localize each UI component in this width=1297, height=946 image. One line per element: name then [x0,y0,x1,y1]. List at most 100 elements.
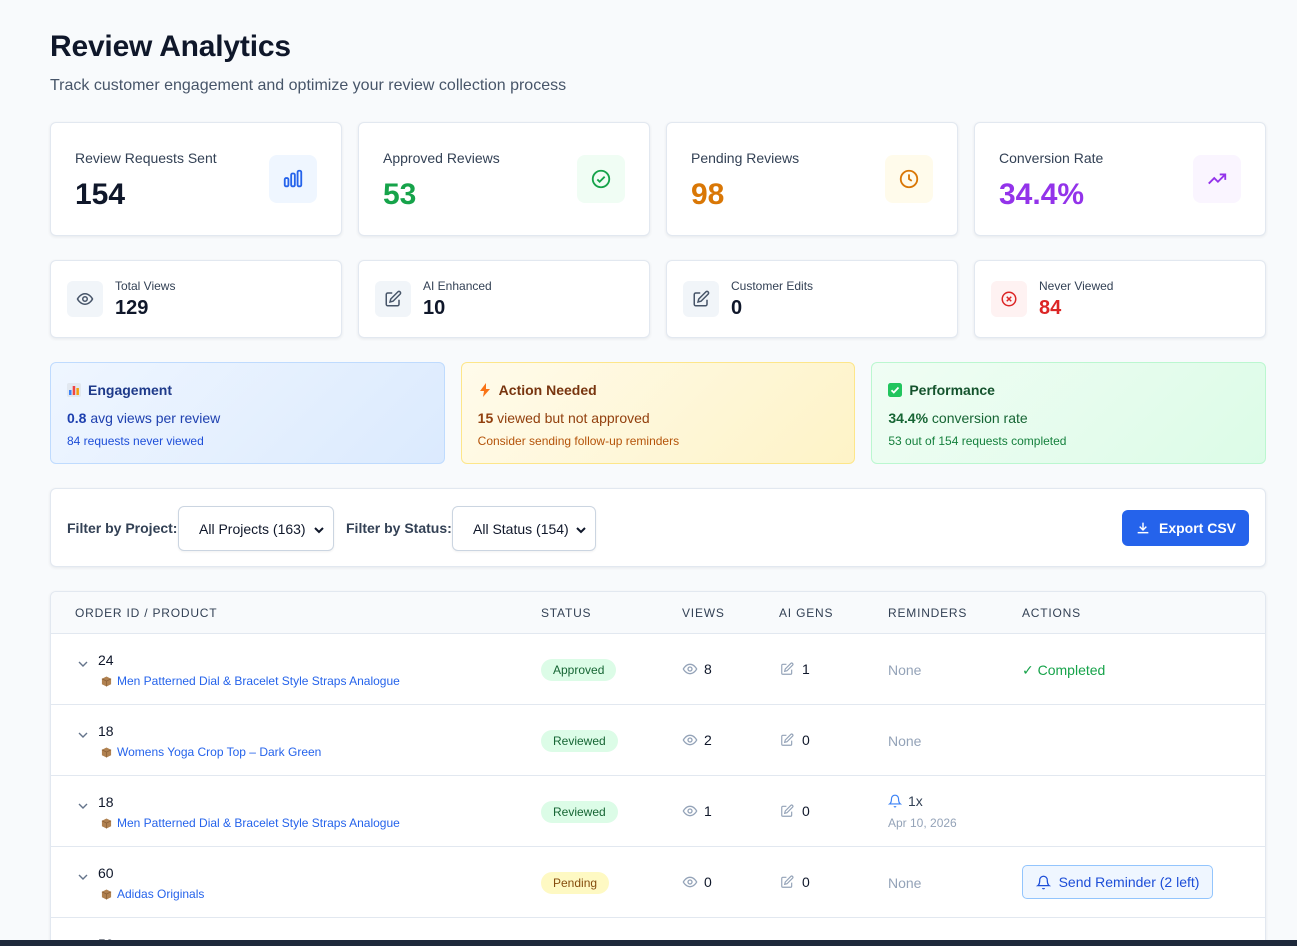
insight-sub: 84 requests never viewed [67,434,204,448]
stat-value: 53 [383,178,417,211]
table-header: Order ID / Product Status Views AI Gens … [51,592,1265,634]
eye-icon [682,876,698,888]
reminder-date: Apr 10, 2026 [888,816,957,830]
stat-value: 98 [691,178,725,211]
package-icon [101,675,112,687]
status-filter-value: All Status (154) [473,520,569,537]
ai-gens-count: 0 [780,803,810,819]
eye-icon [682,805,698,817]
views-count: 0 [682,874,712,890]
page-subtitle: Track customer engagement and optimize y… [50,77,567,94]
order-id: 24 [98,652,114,668]
status-filter-select[interactable]: All Status (154) [452,506,596,551]
edit-icon [375,281,411,317]
completed-status: ✓ Completed [1022,662,1106,678]
mini-value: 0 [731,297,743,319]
column-header-reminders: Reminders [888,606,968,620]
table-row: 24 Men Patterned Dial & Bracelet Style S… [51,634,1265,705]
status-badge: Reviewed [541,801,618,823]
mini-stat-cards: Total Views 129 AI Enhanced 10 Customer … [50,260,1266,338]
mini-value: 10 [423,297,446,319]
insight-cards: Engagement 0.8 avg views per review 84 r… [50,362,1267,464]
insight-value: 34.4% [888,410,929,426]
page-title: Review Analytics [50,30,291,63]
bar-chart-emoji-icon [67,383,81,397]
product-link[interactable]: Womens Yoga Crop Top – Dark Green [101,745,321,759]
views-count: 8 [682,661,712,677]
table-row: 18 Womens Yoga Crop Top – Dark Green Rev… [51,705,1265,776]
taskbar [0,940,1297,946]
stat-label: Approved Reviews [383,150,500,166]
insight-sub: 53 out of 154 requests completed [888,434,1067,448]
expand-chevron-icon[interactable] [77,657,89,675]
package-icon [101,888,112,900]
ai-gens-count: 0 [780,732,810,748]
insight-title: Engagement [88,382,173,398]
insight-title: Performance [909,382,995,398]
export-csv-label: Export CSV [1158,520,1236,536]
check-circle-icon [577,155,625,203]
stat-cards: Review Requests Sent 154 Approved Review… [50,122,1266,236]
column-header-order: Order ID / Product [75,606,218,620]
mini-label: Customer Edits [731,279,814,293]
package-icon [101,817,112,829]
trending-up-icon [1193,155,1241,203]
insight-value: 0.8 [67,410,87,426]
expand-chevron-icon[interactable] [77,799,89,817]
edit-icon [781,875,794,888]
project-filter-value: All Projects (163) [199,520,306,537]
filter-bar: Filter by Project: All Projects (163) Fi… [50,488,1266,567]
ai-gens-count: 0 [780,874,810,890]
export-csv-button[interactable]: Export CSV [1122,510,1249,546]
stat-card-pending: Pending Reviews 98 [666,122,958,236]
status-filter-label: Filter by Status: [346,520,452,536]
send-reminder-button[interactable]: Send Reminder (2 left) [1022,865,1213,899]
clock-icon [885,155,933,203]
insight-action-needed: Action Needed 15 viewed but not approved… [460,362,856,464]
ai-gens-count: 1 [780,661,810,677]
insight-engagement: Engagement 0.8 avg views per review 84 r… [50,362,445,464]
reminder-count: 1x [888,793,923,809]
insight-title: Action Needed [498,382,597,398]
bell-icon [1035,875,1051,889]
stat-label: Conversion Rate [999,150,1104,166]
table-row: 60 Adidas Originals Pending 0 0 None Sen… [51,847,1265,918]
status-badge: Approved [541,659,617,681]
mini-value: 84 [1039,297,1062,319]
stat-label: Pending Reviews [691,150,800,166]
product-link[interactable]: Men Patterned Dial & Bracelet Style Stra… [101,674,400,688]
stat-value: 34.4% [999,178,1085,211]
bell-icon [888,794,902,808]
eye-icon [67,281,103,317]
stat-card-requests-sent: Review Requests Sent 154 [50,122,342,236]
edit-icon [683,281,719,317]
check-box-icon [888,383,903,397]
mini-card-total-views: Total Views 129 [50,260,342,338]
mini-value: 129 [115,297,149,319]
x-circle-icon [991,281,1027,317]
table-row: 18 Men Patterned Dial & Bracelet Style S… [51,776,1265,847]
insight-value: 15 [477,410,494,426]
project-filter-select[interactable]: All Projects (163) [178,506,334,551]
project-filter-label: Filter by Project: [67,520,178,536]
order-id: 18 [98,723,114,739]
reminders-none: None [888,733,922,749]
column-header-status: Status [541,606,592,620]
edit-icon [781,733,794,746]
stat-card-conversion: Conversion Rate 34.4% [974,122,1266,236]
product-link[interactable]: Men Patterned Dial & Bracelet Style Stra… [101,816,400,830]
views-count: 1 [682,803,712,819]
download-icon [1137,522,1149,534]
chevron-down-icon [575,523,587,539]
eye-icon [682,663,698,675]
package-icon [101,746,112,758]
product-link[interactable]: Adidas Originals [101,887,204,901]
mini-card-ai-enhanced: AI Enhanced 10 [358,260,650,338]
expand-chevron-icon[interactable] [77,728,89,746]
column-header-views: Views [682,606,725,620]
expand-chevron-icon[interactable] [77,870,89,888]
order-id: 60 [98,865,114,881]
mini-label: Total Views [115,279,176,293]
insight-sub: Consider sending follow-up reminders [477,434,680,448]
eye-icon [682,734,698,746]
